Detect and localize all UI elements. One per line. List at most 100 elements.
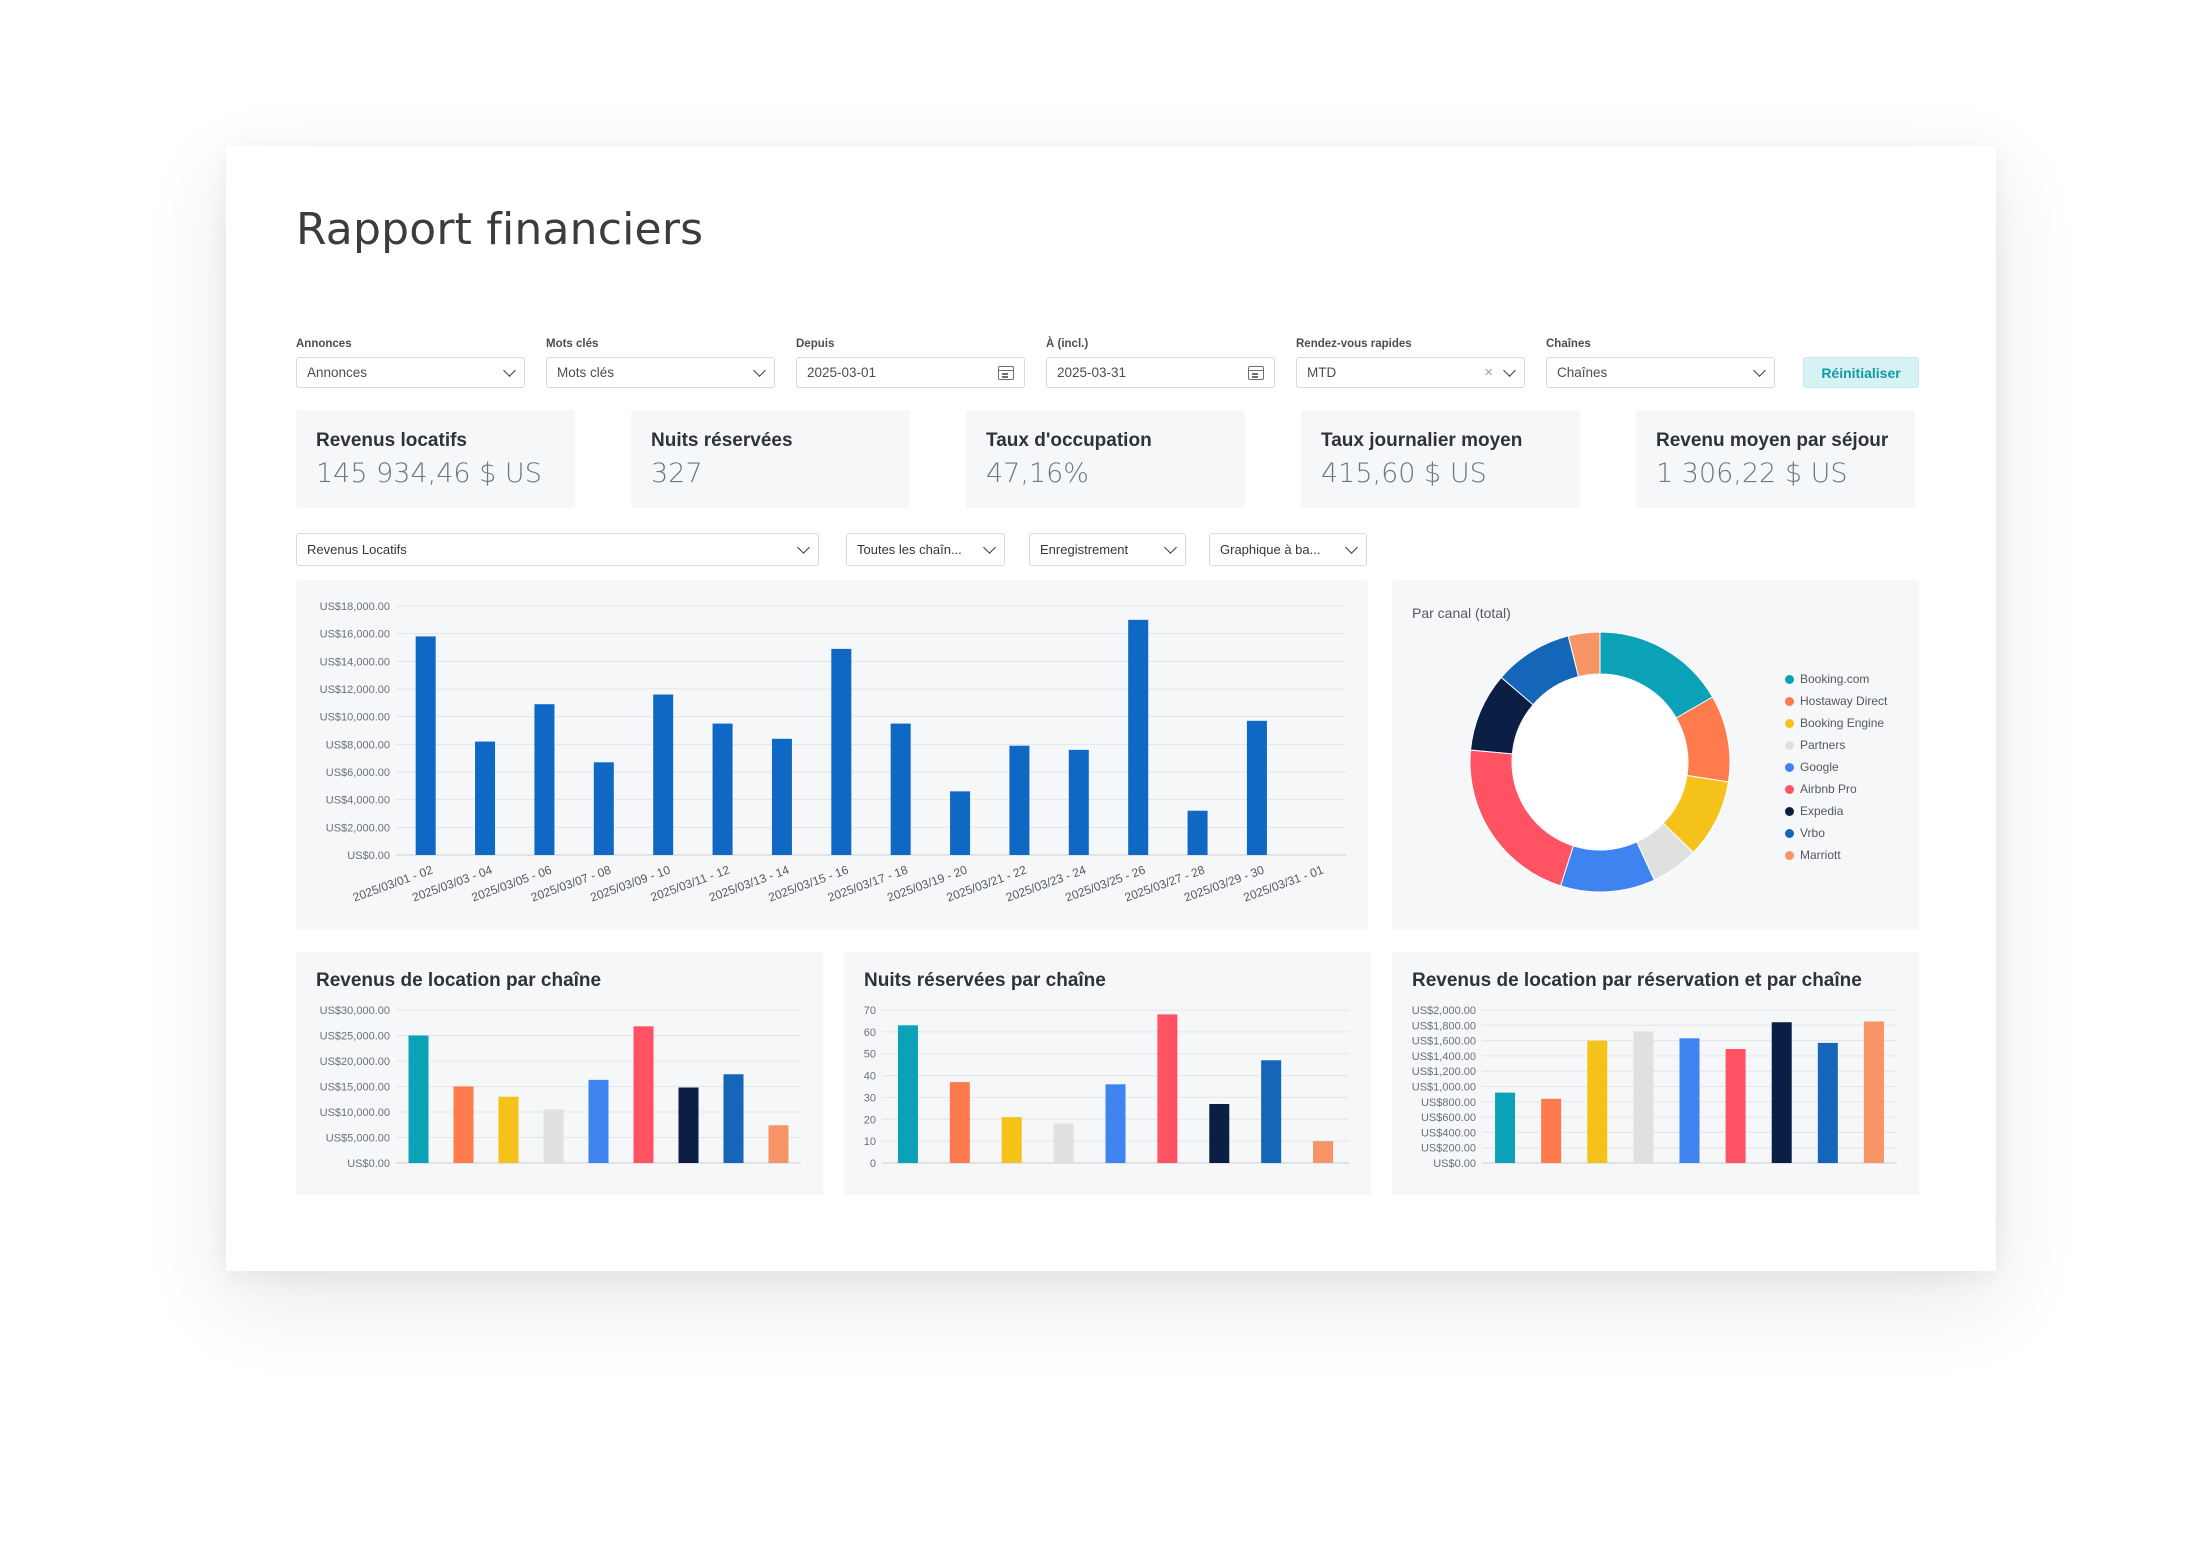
bar[interactable] [1187, 810, 1208, 855]
y-tick-label: US$1,800.00 [1412, 1020, 1476, 1032]
bar[interactable] [678, 1087, 699, 1163]
kpi-value: 327 [651, 458, 703, 489]
start-date-input[interactable]: 2025-03-01 [796, 357, 1025, 388]
y-tick-label: US$600.00 [1421, 1112, 1476, 1124]
y-tick-label: 40 [864, 1071, 876, 1083]
y-tick-label: US$0.00 [347, 1158, 390, 1170]
legend-item[interactable]: Expedia [1785, 800, 1887, 822]
channel-filter-select[interactable]: Toutes les chaîn... [846, 533, 1005, 566]
legend-label: Hostaway Direct [1800, 694, 1888, 708]
y-tick-label: US$0.00 [1433, 1158, 1476, 1170]
y-tick-label: US$1,200.00 [1412, 1066, 1476, 1078]
legend-item[interactable]: Marriott [1785, 844, 1887, 866]
bar[interactable] [831, 648, 852, 855]
y-tick-label: 0 [870, 1158, 876, 1170]
end-date-input[interactable]: 2025-03-31 [1046, 357, 1275, 388]
bar[interactable] [475, 741, 496, 855]
bar[interactable] [415, 636, 436, 855]
legend-item[interactable]: Airbnb Pro [1785, 778, 1887, 800]
legend-item[interactable]: Booking Engine [1785, 712, 1887, 734]
y-tick-label: US$15,000.00 [320, 1082, 390, 1094]
calendar-icon[interactable] [1248, 365, 1264, 380]
bar[interactable] [1541, 1098, 1562, 1163]
bar[interactable] [1587, 1040, 1608, 1163]
bar[interactable] [1128, 619, 1149, 855]
quick-range-select[interactable]: MTD × [1296, 357, 1525, 388]
bar[interactable] [768, 1125, 789, 1163]
y-tick-label: US$1,000.00 [1412, 1082, 1476, 1094]
metric-select[interactable]: Revenus Locatifs [296, 533, 819, 566]
revenue-bar-chart: US$0.00 US$2,000.00 US$4,000.00 US$6,000.00… [320, 601, 1346, 905]
chevron-down-icon [797, 540, 810, 554]
legend-label: Booking Engine [1800, 716, 1885, 730]
bar[interactable] [1053, 1123, 1074, 1163]
bar[interactable] [543, 1109, 564, 1163]
clear-icon[interactable]: × [1484, 364, 1493, 381]
keywords-select[interactable]: Mots clés [546, 357, 775, 388]
y-tick-label: US$30,000.00 [320, 1005, 390, 1017]
bar[interactable] [950, 791, 971, 855]
grouping-select[interactable]: Enregistrement [1029, 533, 1186, 566]
nights-by-channel-chart: 0 10 20 30 40 50 60 70 [864, 1005, 1349, 1170]
legend-item[interactable]: Google [1785, 756, 1887, 778]
reset-button[interactable]: Réinitialiser [1803, 357, 1919, 388]
bar[interactable] [453, 1086, 474, 1164]
calendar-icon[interactable] [998, 365, 1014, 380]
bar[interactable] [653, 694, 674, 855]
legend-item[interactable]: Booking.com [1785, 668, 1887, 690]
bar[interactable] [1246, 720, 1267, 855]
bar[interactable] [1068, 749, 1089, 855]
bar[interactable] [712, 723, 733, 855]
bar[interactable] [1009, 745, 1030, 855]
legend-item[interactable]: Hostaway Direct [1785, 690, 1887, 712]
bar[interactable] [1495, 1092, 1516, 1163]
bar[interactable] [890, 723, 911, 855]
legend-swatch [1785, 696, 1794, 706]
bar[interactable] [1679, 1038, 1700, 1163]
bar[interactable] [1863, 1021, 1884, 1163]
legend-swatch [1785, 806, 1794, 816]
bar[interactable] [1771, 1022, 1792, 1163]
date-value: 2025-03-01 [807, 365, 877, 380]
legend-swatch [1785, 828, 1794, 838]
chart-type-select[interactable]: Graphique à ba... [1209, 533, 1367, 566]
bar[interactable] [1261, 1060, 1282, 1163]
bar[interactable] [593, 762, 614, 855]
bar[interactable] [588, 1079, 609, 1163]
select-value: MTD [1307, 365, 1337, 380]
y-tick-label: US$1,600.00 [1412, 1036, 1476, 1048]
select-value: Graphique à ba... [1220, 542, 1321, 557]
donut-panel: Par canal (total) Booking.com Hostaway Di… [1392, 580, 1919, 930]
legend-item[interactable]: Vrbo [1785, 822, 1887, 844]
bar[interactable] [1633, 1031, 1654, 1163]
bar[interactable] [1105, 1084, 1126, 1163]
channels-select[interactable]: Chaînes [1546, 357, 1775, 388]
annonces-select[interactable]: Annonces [296, 357, 525, 388]
bar[interactable] [534, 704, 555, 855]
filter-label: Rendez-vous rapides [1296, 338, 1412, 350]
legend-swatch [1785, 762, 1794, 772]
bar[interactable] [498, 1096, 519, 1163]
bar[interactable] [949, 1082, 970, 1163]
bar[interactable] [1001, 1117, 1022, 1163]
nights-by-channel-panel: Nuits réservées par chaîne 0 10 20 30 40 50 60… [844, 952, 1371, 1195]
bar[interactable] [771, 738, 792, 855]
bar[interactable] [1725, 1049, 1746, 1163]
revenue-per-booking-panel: Revenus de location par réservation et p… [1392, 952, 1919, 1195]
legend-item[interactable]: Partners [1785, 734, 1887, 756]
kpi-value: 47,16% [986, 458, 1089, 489]
bar[interactable] [633, 1026, 654, 1163]
bar[interactable] [723, 1074, 744, 1163]
report-card: Rapport financiers Annonces Annonces Mot… [226, 146, 1996, 1271]
bar[interactable] [1209, 1103, 1230, 1163]
bar[interactable] [1313, 1141, 1334, 1163]
panel-title: Nuits réservées par chaîne [864, 970, 1106, 991]
y-tick-label: US$18,000.00 [320, 601, 390, 613]
bar[interactable] [1157, 1014, 1178, 1163]
bar[interactable] [1817, 1042, 1838, 1163]
bar[interactable] [897, 1025, 918, 1163]
y-tick-label: US$4,000.00 [326, 795, 390, 807]
bar[interactable] [408, 1035, 429, 1164]
donut-slice[interactable] [1559, 841, 1655, 893]
donut-slice[interactable] [1567, 631, 1601, 678]
